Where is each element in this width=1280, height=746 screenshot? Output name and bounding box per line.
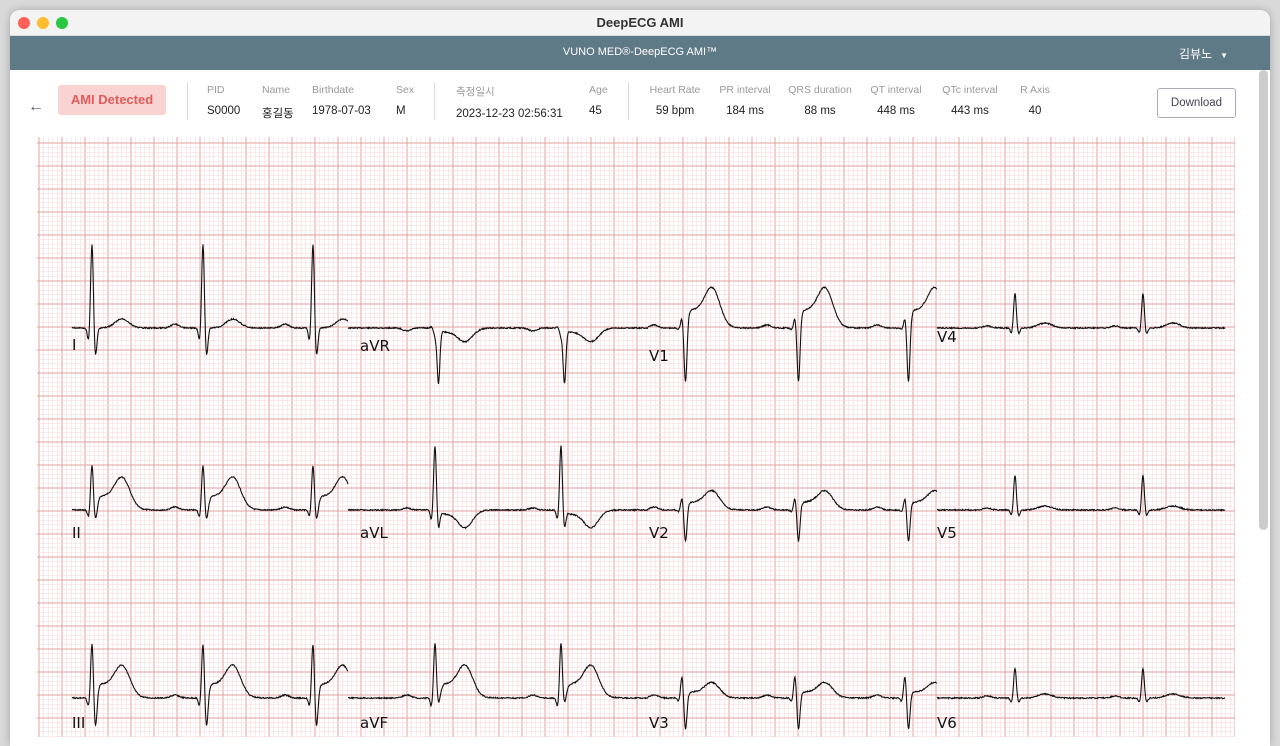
status-badge: AMI Detected [58, 85, 166, 115]
window-title: DeepECG AMI [596, 15, 684, 30]
field-value: 2023-12-23 02:56:31 [456, 108, 563, 120]
divider [434, 82, 435, 120]
field-value: S0000 [207, 105, 241, 117]
ecg-trace-v6 [936, 666, 1226, 703]
info-field: Name 홍길동 [262, 84, 294, 121]
ecg-trace-ii [71, 465, 349, 520]
ecg-trace-iii [71, 643, 349, 727]
scrollbar[interactable] [1259, 70, 1268, 530]
field-value: 45 [589, 105, 602, 117]
info-field: PID S0000 [207, 84, 240, 117]
window-titlebar: DeepECG AMI [10, 10, 1270, 36]
field-label: QT interval [870, 84, 922, 96]
field-value: 홍길동 [262, 108, 294, 120]
field-label: QRS duration [788, 84, 852, 96]
lead-label-v1: V1 [649, 347, 669, 365]
field-value: 443 ms [951, 105, 989, 117]
info-field: PR interval 184 ms [713, 84, 777, 117]
field-label: Age [589, 84, 608, 96]
field-value: M [396, 105, 406, 117]
lead-label-v4: V4 [937, 328, 957, 346]
arrow-left-icon[interactable]: ← [28, 98, 44, 115]
info-field: Heart Rate 59 bpm [640, 84, 710, 117]
close-window-button[interactable] [18, 17, 30, 29]
lead-label-avr: aVR [360, 337, 390, 355]
lead-label-v5: V5 [937, 524, 957, 542]
lead-label-iii: III [72, 714, 85, 732]
field-label: Name [262, 84, 291, 96]
ecg-trace-avr [347, 325, 649, 384]
lead-label-v3: V3 [649, 714, 669, 732]
maximize-window-button[interactable] [56, 17, 68, 29]
info-field: Birthdate 1978-07-03 [312, 84, 371, 117]
field-label: QTc interval [942, 84, 998, 96]
lead-label-avf: aVF [360, 714, 388, 732]
info-field: QT interval 448 ms [864, 84, 928, 117]
lead-label-i: I [72, 336, 76, 354]
ecg-trace-v3 [647, 675, 937, 730]
info-field: QRS duration 88 ms [783, 84, 857, 117]
field-label: Birthdate [312, 84, 355, 96]
ecg-paper [37, 137, 1235, 737]
ecg-grid [37, 137, 1235, 737]
field-value: 184 ms [726, 105, 764, 117]
ecg-trace-avl [347, 445, 649, 530]
caret-down-icon: ▼ [1220, 51, 1228, 60]
user-name: 김뷰노 [1178, 47, 1213, 61]
field-label: Sex [396, 84, 415, 96]
field-label: 측정일시 [456, 86, 495, 98]
app-header: VUNO MED®-DeepECG AMI™ 김뷰노 ▼ [10, 36, 1270, 70]
field-value: 40 [1028, 105, 1042, 117]
app-title: VUNO MED®-DeepECG AMI™ [562, 46, 718, 58]
ecg-trace-v2 [647, 488, 938, 543]
lead-label-v2: V2 [649, 524, 669, 542]
field-value: 448 ms [877, 105, 915, 117]
info-field: R Axis 40 [1013, 84, 1057, 117]
field-label: PID [207, 84, 225, 96]
info-field: QTc interval 443 ms [939, 84, 1001, 117]
divider [187, 82, 188, 120]
lead-label-ii: II [72, 524, 81, 542]
lead-label-v6: V6 [937, 714, 957, 732]
user-menu[interactable]: 김뷰노 ▼ [1179, 45, 1228, 62]
field-value: 59 bpm [655, 105, 695, 117]
field-value: 1978-07-03 [312, 105, 371, 117]
info-field: 측정일시 2023-12-23 02:56:31 [456, 84, 563, 120]
info-field: Age 45 [589, 84, 608, 117]
info-field: Sex M [396, 84, 414, 117]
ecg-trace-i [71, 244, 349, 356]
field-label: Heart Rate [649, 84, 701, 96]
field-label: PR interval [719, 84, 771, 96]
patient-info-bar: ← AMI Detected PID S0000 Name 홍길동 Birthdate 1… [10, 70, 1258, 137]
lead-label-avl: aVL [360, 524, 388, 542]
ecg-trace-avf [348, 643, 649, 708]
ecg-trace-v5 [936, 474, 1226, 518]
field-value: 88 ms [804, 105, 836, 117]
field-label: R Axis [1020, 84, 1050, 96]
ecg-trace-v1 [647, 286, 938, 382]
minimize-window-button[interactable] [37, 17, 49, 29]
divider [628, 82, 629, 120]
ecg-trace-v4 [936, 293, 1226, 336]
download-button[interactable]: Download [1157, 88, 1236, 118]
app-window: DeepECG AMI VUNO MED®-DeepECG AMI™ 김뷰노 ▼ … [10, 10, 1270, 746]
